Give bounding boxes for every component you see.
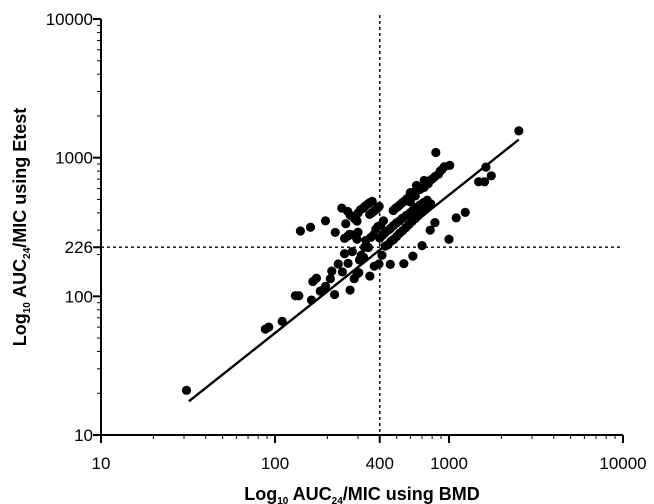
data-point — [353, 227, 363, 237]
data-point — [330, 227, 340, 238]
data-point — [347, 247, 357, 257]
data-point — [325, 274, 335, 284]
data-point — [430, 218, 440, 228]
y-tick-label: 10000 — [46, 10, 93, 29]
y-tick-label: 1000 — [55, 149, 93, 168]
data-point — [385, 259, 395, 269]
data-point — [405, 187, 415, 198]
data-point — [320, 216, 331, 226]
data-point — [333, 259, 343, 269]
data-point — [339, 249, 350, 259]
data-point — [367, 196, 377, 206]
data-point — [419, 175, 429, 186]
data-point — [425, 225, 435, 235]
x-tick-label: 10000 — [599, 454, 646, 473]
data-point — [514, 126, 524, 136]
data-point — [277, 316, 287, 326]
x-tick-label: 100 — [261, 454, 289, 473]
data-point — [378, 216, 389, 226]
data-point — [345, 285, 355, 295]
data-point — [320, 281, 331, 291]
y-tick-label: 226 — [65, 238, 93, 257]
data-point — [363, 242, 373, 253]
data-point — [460, 207, 470, 217]
data-point — [408, 251, 418, 261]
data-point — [354, 268, 364, 278]
data-point — [305, 222, 316, 232]
data-point — [365, 271, 375, 281]
data-points — [181, 126, 524, 395]
axes — [97, 19, 623, 439]
data-point — [343, 258, 353, 268]
data-point — [411, 180, 422, 191]
data-point — [374, 259, 384, 269]
x-ticks: 10 100 400 1000 10000 — [92, 435, 647, 473]
x-tick-label: 1000 — [430, 454, 468, 473]
data-point — [481, 162, 491, 172]
x-tick-label: 10 — [92, 454, 111, 473]
data-point — [337, 203, 347, 213]
x-tick-label: 400 — [366, 454, 394, 473]
data-point — [444, 234, 454, 244]
data-point — [329, 289, 340, 300]
data-point — [311, 273, 322, 283]
y-tick-label: 10 — [74, 426, 93, 445]
data-point — [486, 171, 496, 181]
data-point — [451, 213, 461, 223]
data-point — [374, 201, 384, 212]
regression-line-group — [188, 138, 520, 403]
data-point — [181, 385, 192, 395]
data-point — [341, 219, 351, 229]
data-point — [295, 226, 306, 236]
data-point — [399, 259, 409, 269]
data-point — [356, 250, 366, 260]
data-point — [327, 266, 337, 276]
data-point — [445, 160, 455, 170]
data-point — [417, 241, 427, 251]
y-ticks: 10 100 226 1000 10000 — [46, 10, 101, 445]
y-tick-label: 100 — [65, 287, 93, 306]
data-point — [294, 291, 304, 301]
data-point — [264, 322, 274, 332]
regression-line — [188, 138, 520, 403]
data-point — [337, 267, 348, 277]
x-axis-title: Log10 AUC24/MIC using BMD — [244, 484, 480, 504]
data-point — [306, 295, 317, 305]
reference-lines — [101, 15, 623, 435]
data-point — [474, 177, 484, 187]
data-point — [422, 195, 432, 205]
data-point — [377, 250, 387, 260]
y-axis-title: Log10 AUC24/MIC using Etest — [10, 108, 33, 347]
data-point — [431, 147, 441, 158]
